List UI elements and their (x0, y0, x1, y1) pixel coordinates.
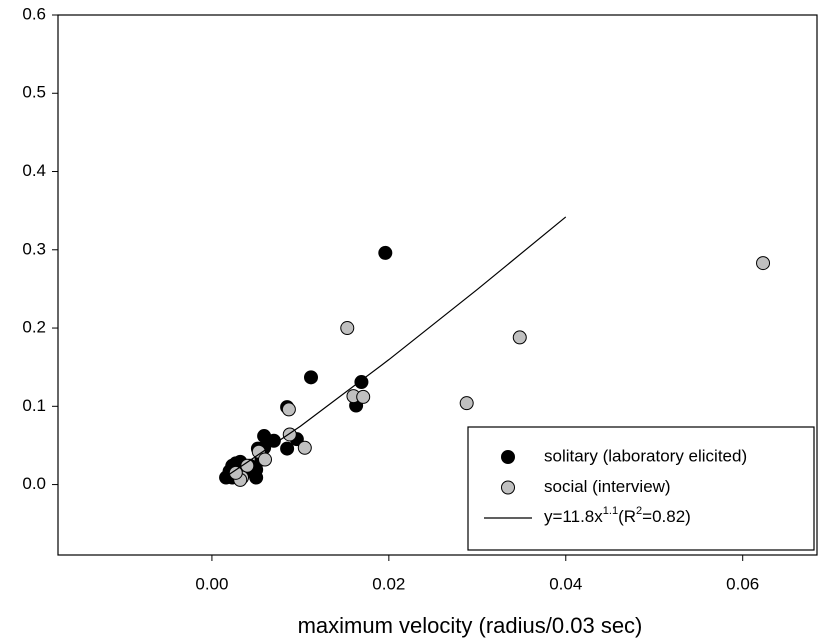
data-point (240, 458, 255, 473)
x-tick-label: 0.00 (195, 574, 228, 593)
legend-box (467, 426, 815, 551)
legend-label-part: 2 (636, 505, 642, 517)
legend-marker (501, 480, 515, 495)
legend-label-part: (R (618, 507, 636, 526)
data-point (512, 330, 527, 345)
data-point (354, 375, 369, 390)
y-tick-label: 0.5 (22, 83, 46, 102)
y-tick-label: 0.4 (22, 161, 46, 180)
data-point (258, 452, 272, 467)
legend-label: y=11.8x1.1(R2=0.82) (544, 505, 691, 527)
legend-label: solitary (laboratory elicited) (544, 446, 747, 465)
data-point (297, 440, 312, 455)
data-point (378, 245, 393, 260)
y-tick-label: 0.1 (22, 396, 46, 415)
y-tick-label: 0.2 (22, 318, 46, 337)
data-point (280, 441, 295, 456)
x-tick-label: 0.06 (726, 574, 759, 593)
y-tick-label: 0.6 (22, 4, 46, 23)
legend-label-part: =0.82) (642, 507, 691, 526)
x-tick-label: 0.02 (372, 574, 405, 593)
data-point (356, 389, 371, 404)
legend-label-part: y=11.8x (544, 507, 603, 526)
legend-label: social (interview) (544, 477, 671, 496)
plot-frame (57, 14, 818, 556)
fit-line (222, 216, 567, 480)
data-point (228, 465, 243, 480)
legend-label-part: 1.1 (603, 505, 618, 517)
y-tick-label: 0.3 (22, 239, 46, 258)
legend-marker (501, 450, 515, 464)
data-point (281, 402, 296, 417)
data-point (459, 396, 474, 411)
x-tick-label: 0.04 (549, 574, 582, 593)
data-point (756, 256, 771, 271)
data-point (340, 321, 355, 336)
x-axis-label: maximum velocity (radius/0.03 sec) (298, 613, 643, 638)
data-point (266, 433, 281, 448)
y-tick-label: 0.0 (22, 474, 46, 493)
data-point (304, 370, 318, 385)
